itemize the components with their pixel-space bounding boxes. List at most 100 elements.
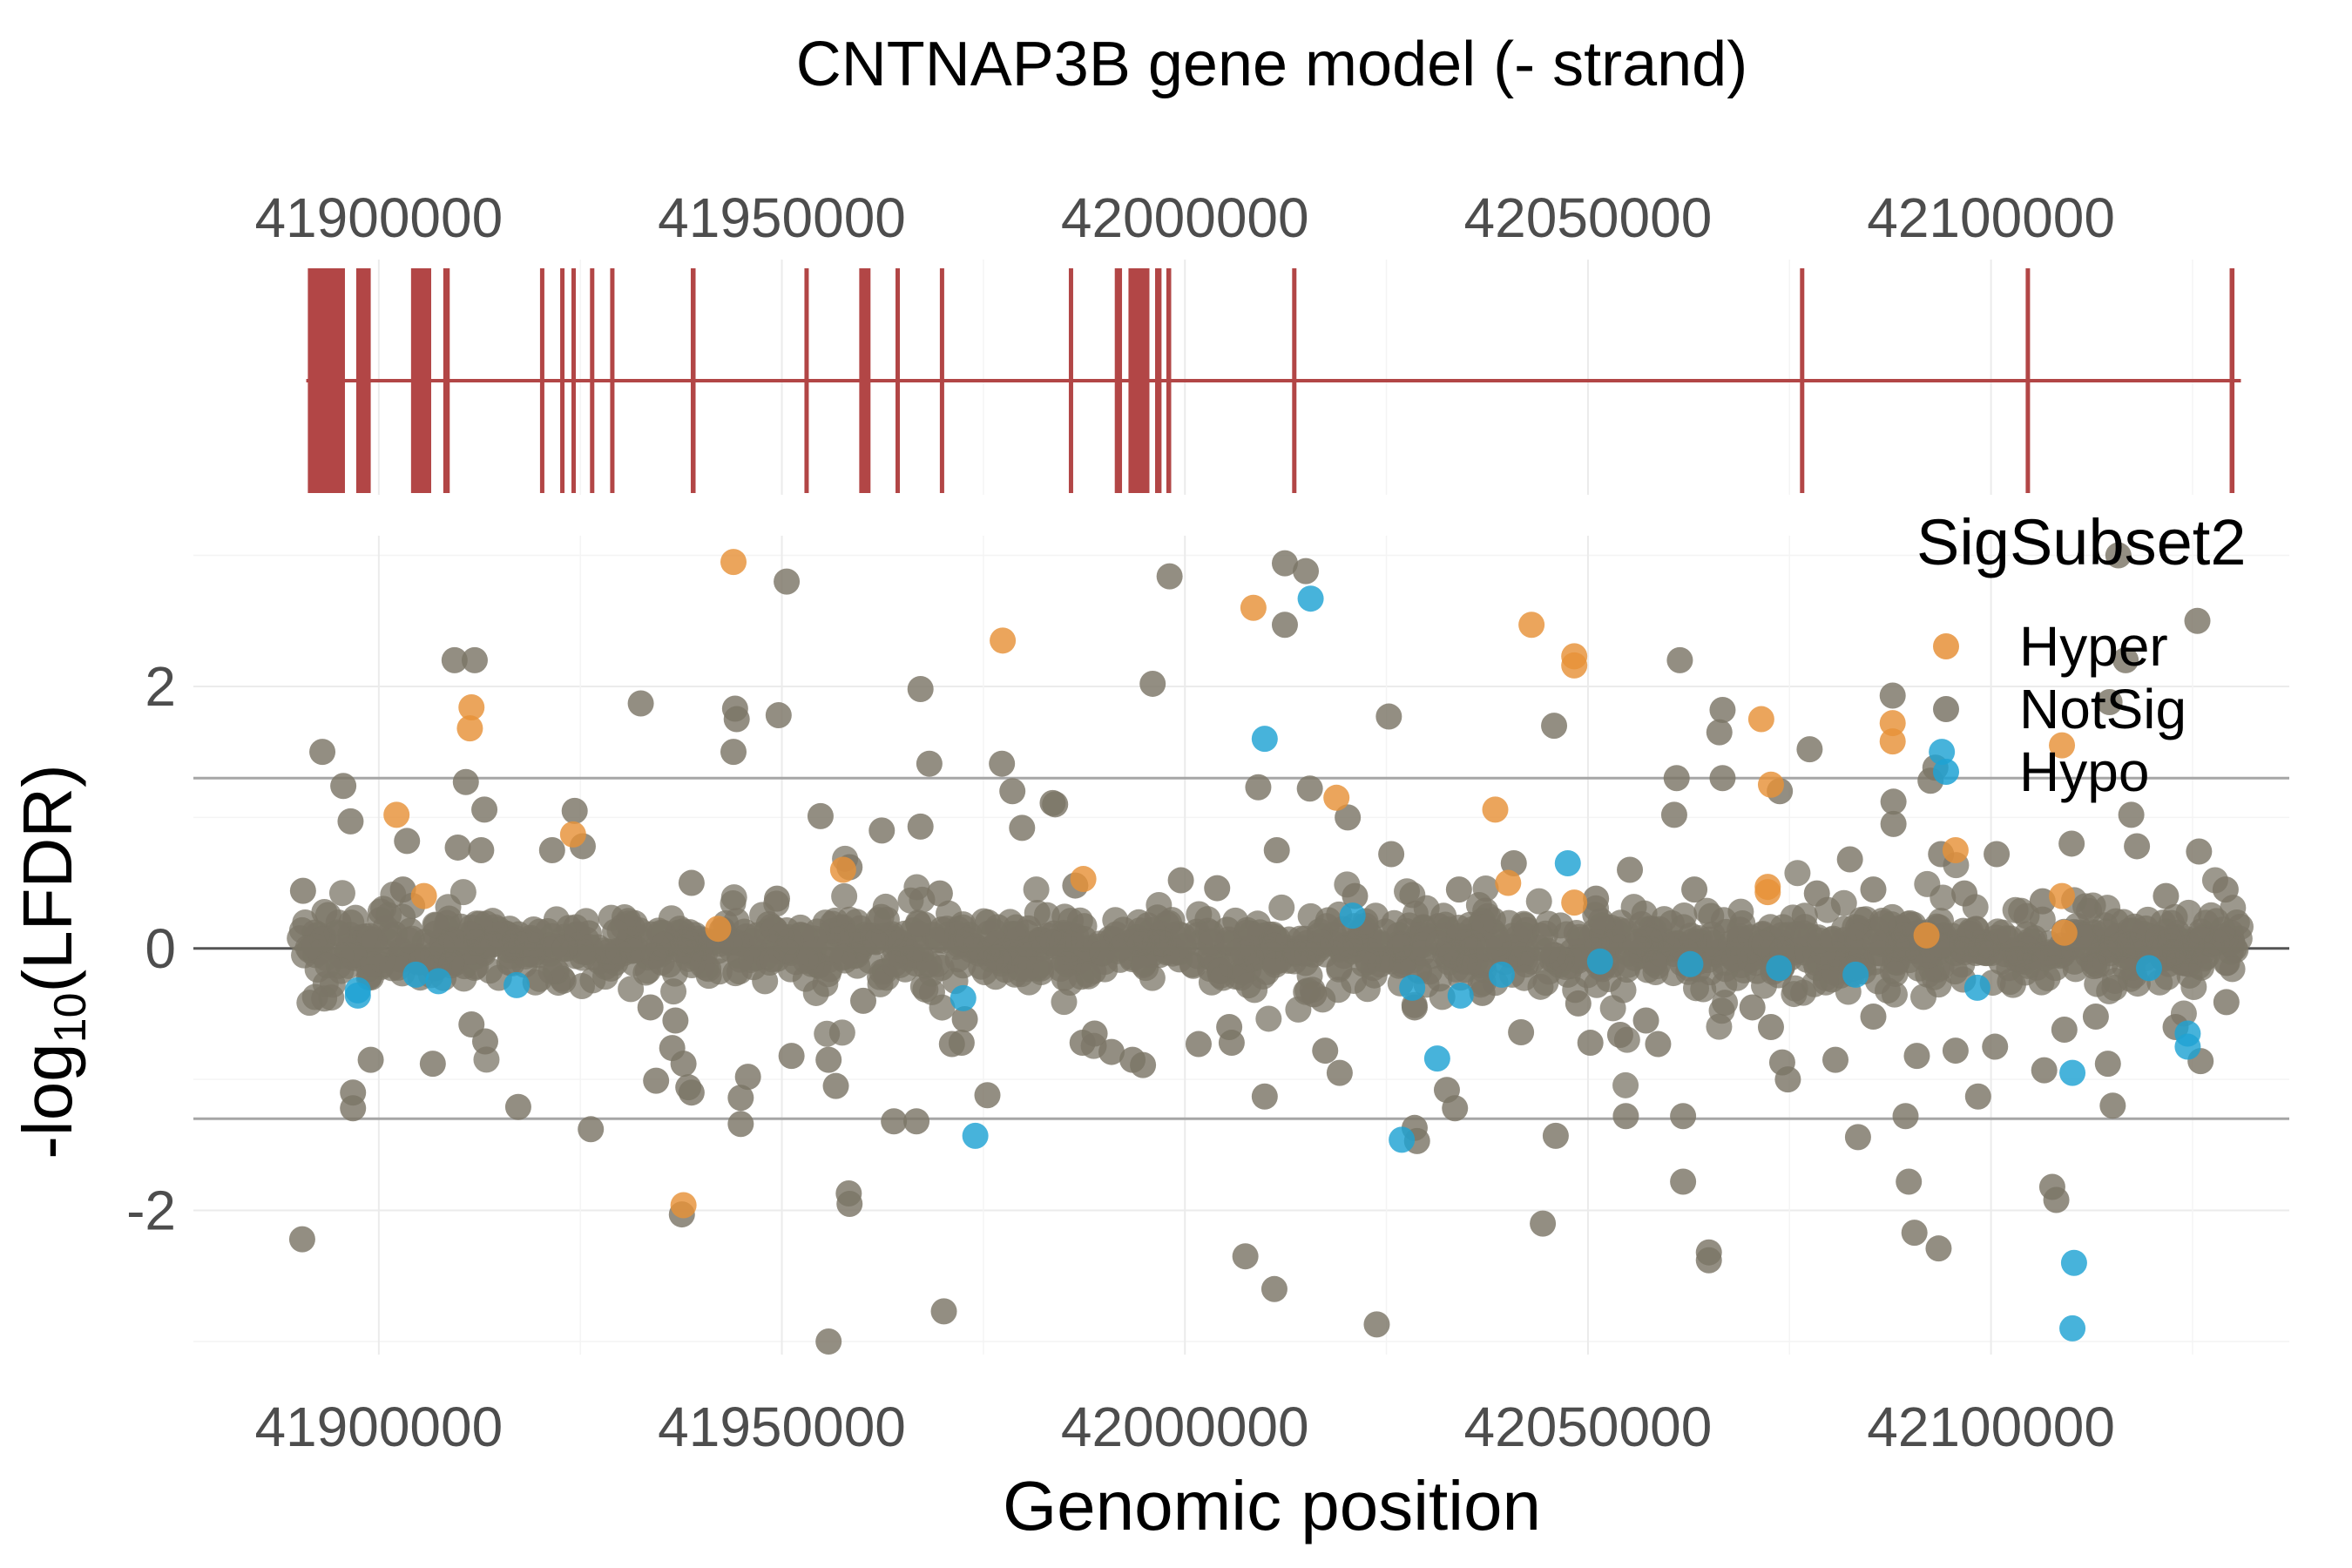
scatter-point-notsig	[2213, 989, 2240, 1016]
scatter-point-notsig-background	[1700, 929, 1727, 956]
scatter-point-notsig	[578, 1116, 605, 1143]
scatter-point-notsig	[1879, 682, 1906, 709]
scatter-point-notsig	[2043, 1186, 2070, 1213]
exon	[804, 268, 809, 493]
scatter-point-notsig-background	[1711, 971, 1738, 998]
scatter-point-notsig	[1577, 1030, 1604, 1057]
scatter-point-notsig	[1500, 850, 1527, 876]
scatter-point-notsig-background	[1198, 920, 1225, 947]
scatter-point-hyper	[1879, 710, 1906, 737]
scatter-point-notsig	[1606, 1022, 1633, 1049]
x-tick-label: 42100000	[1867, 1396, 2115, 1458]
scatter-point-notsig-background	[438, 950, 465, 977]
scatter-point-hypo	[1929, 739, 1956, 766]
exon	[560, 268, 565, 493]
scatter-point-notsig	[670, 1051, 697, 1078]
scatter-point-notsig-background	[1233, 919, 1260, 946]
scatter-point-notsig	[1375, 703, 1402, 730]
scatter-point-notsig	[471, 1028, 498, 1055]
gene-x-tick-label: 42050000	[1464, 186, 1713, 249]
scatter-point-notsig	[1757, 1014, 1784, 1040]
scatter-point-notsig-background	[983, 944, 1010, 971]
scatter-point-notsig	[1508, 1019, 1535, 1046]
scatter-point-notsig	[1469, 979, 1496, 1006]
scatter-point-notsig	[1774, 1066, 1801, 1093]
scatter-point-hyper	[410, 882, 437, 909]
scatter-point-notsig	[1442, 1095, 1469, 1122]
scatter-point-notsig-background	[1033, 902, 1060, 929]
scatter-point-notsig	[974, 1082, 1001, 1109]
scatter-point-hypo	[2059, 1059, 2086, 1086]
scatter-point-notsig	[903, 1108, 930, 1135]
scatter-point-notsig-background	[1615, 951, 1642, 978]
scatter-point-notsig	[1293, 558, 1320, 585]
scatter-point-notsig-background	[1399, 882, 1426, 909]
scatter-point-hypo	[344, 982, 371, 1009]
scatter-point-notsig	[930, 1298, 957, 1325]
exon	[1068, 268, 1073, 493]
scatter-point-notsig-background	[821, 907, 848, 934]
x-tick-label: 41900000	[254, 1396, 503, 1458]
y-axis-title: -log10(LFDR)	[9, 764, 96, 1159]
scatter-point-notsig	[1271, 612, 1298, 639]
scatter-point-notsig-background	[1479, 907, 1506, 934]
scatter-point-notsig	[2094, 1051, 2121, 1078]
scatter-point-notsig-background	[1784, 860, 1811, 887]
scatter-panel: 41900000 41950000 42000000 42050000 42100000…	[126, 536, 2289, 1458]
scatter-point-notsig-background	[1409, 931, 1436, 958]
scatter-point-notsig	[1301, 981, 1328, 1008]
scatter-point-notsig-background	[929, 994, 956, 1021]
scatter-point-notsig	[1156, 563, 1183, 590]
scatter-point-notsig	[1964, 1083, 1991, 1110]
exon	[1292, 268, 1297, 493]
scatter-point-notsig	[1645, 1031, 1672, 1058]
scatter-point-notsig	[1363, 1311, 1390, 1338]
scatter-point-notsig	[1709, 765, 1736, 792]
scatter-point-hypo	[1766, 955, 1793, 982]
scatter-point-notsig	[1632, 1007, 1659, 1034]
scatter-point-notsig	[1880, 810, 1907, 837]
scatter-point-notsig-background	[909, 973, 936, 1000]
scatter-point-notsig-background	[727, 946, 754, 973]
scatter-point-hyper	[2049, 732, 2076, 759]
scatter-point-notsig	[1326, 1059, 1353, 1086]
exon	[1154, 268, 1162, 493]
scatter-point-hypo	[2060, 1249, 2087, 1276]
scatter-point-notsig-background	[859, 927, 886, 954]
scatter-point-notsig-background	[1142, 929, 1169, 956]
scatter-point-notsig-background	[1680, 928, 1707, 955]
exon	[571, 268, 577, 493]
scatter-point-notsig	[1139, 670, 1166, 697]
scatter-point-hyper	[2049, 882, 2076, 909]
scatter-point-notsig	[1942, 1037, 1969, 1064]
scatter-point-notsig	[678, 1079, 705, 1106]
scatter-point-notsig	[1296, 775, 1323, 802]
scatter-point-notsig	[951, 1005, 978, 1032]
scatter-point-notsig	[441, 646, 468, 673]
scatter-point-notsig	[389, 876, 416, 903]
scatter-point-notsig	[734, 1064, 761, 1091]
scatter-point-notsig	[289, 877, 316, 904]
scatter-point-notsig	[2212, 876, 2239, 903]
scatter-y-tick-labels: -2 0 2	[126, 655, 176, 1242]
scatter-point-notsig-background	[686, 935, 713, 962]
scatter-point-hyper	[1754, 879, 1781, 906]
scatter-point-notsig	[1378, 841, 1405, 868]
legend-label-notsig: NotSig	[2019, 678, 2186, 740]
scatter-point-notsig	[1271, 550, 1298, 577]
scatter-point-notsig	[778, 1043, 805, 1070]
scatter-point-notsig-background	[1131, 950, 1158, 977]
scatter-point-notsig	[815, 1046, 842, 1073]
exon	[2025, 268, 2031, 493]
scatter-point-notsig-background	[1583, 929, 1610, 956]
scatter-point-notsig	[774, 568, 801, 595]
scatter-point-hyper	[1913, 922, 1940, 949]
scatter-point-notsig-background	[1683, 975, 1710, 1002]
scatter-point-notsig	[627, 690, 654, 717]
scatter-point-notsig-background	[2219, 956, 2246, 983]
scatter-point-notsig	[1709, 697, 1736, 724]
scatter-point-hyper	[2051, 919, 2078, 946]
scatter-point-notsig	[849, 987, 876, 1014]
scatter-point-notsig	[1617, 856, 1644, 883]
